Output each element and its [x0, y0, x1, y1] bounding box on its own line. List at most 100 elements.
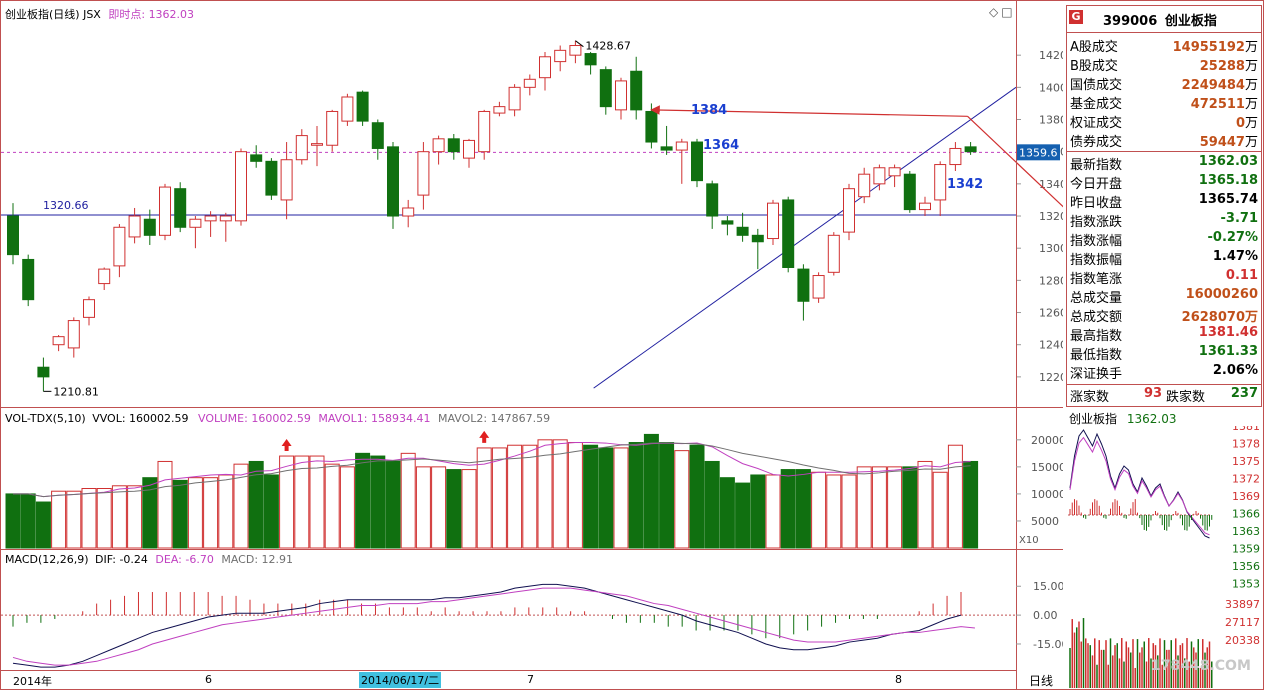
realtime-value: 1362.03 [148, 8, 195, 21]
turnover-label: A股成交 [1070, 40, 1118, 55]
candle [523, 74, 536, 96]
candle [903, 170, 916, 213]
candle-body [356, 91, 369, 122]
volume-bar [446, 469, 462, 549]
index-stat-value: 16000260 [1185, 287, 1258, 302]
volume-bar [172, 479, 188, 549]
volume-bar [735, 482, 751, 549]
intraday-mini-chart[interactable]: 1381 1378 1375 1372 1369 1366 1363 1359 1356 1353… [1066, 426, 1262, 688]
index-stat-row: 最新指数 1362.03 [1070, 154, 1258, 173]
index-name: 创业板指 [1164, 14, 1217, 29]
volume-bar [187, 477, 203, 549]
candle [402, 199, 415, 228]
candle [812, 272, 825, 303]
mavol2-line [13, 442, 971, 498]
candle [660, 125, 673, 155]
candle-body [493, 106, 506, 114]
candle-body [903, 173, 916, 211]
volume-bar [35, 501, 51, 549]
candle-body [417, 151, 430, 196]
volume-bar [750, 474, 766, 549]
square-icon[interactable]: □ [1001, 5, 1013, 19]
current-price-tag-text: 1359.6 [1019, 146, 1058, 159]
divider-volume [1, 407, 1063, 408]
index-stat-value: 1381.46 [1198, 325, 1258, 340]
volume-bar [51, 490, 67, 549]
macd-chart[interactable]: 15.00 0.00 -15.00 [1, 549, 1063, 670]
volume-bar [871, 466, 887, 549]
candle-body [919, 202, 931, 211]
candle-body [539, 56, 551, 79]
mini-chart-value: 1362.03 [1126, 412, 1177, 426]
macd-y-tick-1: 0.00 [1033, 609, 1058, 622]
volume-bar [552, 439, 568, 549]
turnover-row: A股成交 14955192万 [1070, 36, 1258, 55]
volume-bar [66, 490, 82, 549]
candle [159, 183, 171, 241]
candle [67, 317, 80, 358]
candle-body [675, 141, 688, 151]
kline-y-tick-1380: 1380 [1039, 114, 1063, 127]
candle [615, 77, 627, 120]
volume-bar [887, 466, 903, 549]
candle [599, 66, 612, 115]
candle-body [599, 69, 612, 108]
candle [7, 203, 19, 265]
volume-bar [795, 469, 811, 549]
macd-y-tick-2: -15.00 [1033, 638, 1063, 651]
current-price-tag [1016, 144, 1060, 161]
kline-chart[interactable]: 1220124012601280130013201340136013801400… [1, 1, 1063, 406]
volume-chart[interactable]: 5000 10000 15000 20000 X10 [1, 407, 1063, 549]
volume-bar [400, 452, 416, 549]
candle-body [326, 110, 339, 146]
cursor-date-label[interactable]: 2014/06/17/二 [359, 672, 442, 688]
index-stat-value: 2.06% [1212, 363, 1258, 378]
candle-body [341, 96, 354, 122]
candle-body [311, 143, 323, 146]
index-stat-row: 深证换手 2.06% [1070, 363, 1258, 382]
candle-body [83, 299, 95, 318]
candle [295, 129, 308, 165]
index-stat-value: 1365.74 [1198, 192, 1258, 207]
mini-chart-header: 创业板指 1362.03 [1069, 410, 1176, 427]
turnover-value: 59447万 [1199, 135, 1258, 150]
candle [219, 212, 232, 242]
candle-body [174, 188, 187, 228]
advance-decline-row: 涨家数 93 跌家数 237 [1070, 386, 1258, 405]
kline-y-tick-1420: 1420 [1039, 49, 1063, 62]
candle [873, 164, 886, 191]
volume-bar [218, 474, 234, 549]
candle [417, 142, 430, 210]
kline-y-tick-1280: 1280 [1039, 274, 1063, 287]
kline-y-tick-1320: 1320 [1039, 210, 1063, 223]
candle-body [691, 141, 703, 182]
period-tab-daily[interactable]: 日线 [1029, 674, 1054, 688]
mini-y-tick: 1359 [1232, 543, 1260, 556]
candle-body [949, 147, 962, 166]
volume-bar [537, 439, 553, 549]
kline-y-tick-1240: 1240 [1039, 339, 1063, 352]
time-label-year: 2014年 [13, 675, 52, 688]
diamond-icon[interactable]: ◇ [989, 5, 999, 19]
dif-line [12, 583, 962, 668]
mini-y-tick: 1363 [1232, 525, 1260, 538]
candle [478, 109, 491, 160]
turnover-label: B股成交 [1070, 59, 1118, 74]
candle-body [37, 366, 50, 378]
volume-bar [522, 444, 538, 549]
index-stat-value: 1365.18 [1198, 173, 1258, 188]
index-stat-label: 今日开盘 [1070, 177, 1123, 192]
index-stat-value: -0.27% [1207, 230, 1259, 245]
down-count-value: 237 [1230, 386, 1258, 401]
chart-title: 创业板指(日线) JSX 即时点: 1362.03 [5, 6, 194, 22]
candle-body [721, 220, 734, 225]
candle [341, 93, 354, 126]
candle [98, 267, 111, 291]
turnover-row: B股成交 25288万 [1070, 55, 1258, 74]
kline-y-tick-1220: 1220 [1039, 371, 1063, 384]
candle-body [751, 234, 764, 243]
candle [326, 109, 339, 152]
panel-toggle-icons[interactable]: ◇ □ [989, 5, 1013, 19]
index-stat-label: 指数振幅 [1070, 253, 1123, 268]
time-label-jul: 7 [527, 673, 534, 686]
